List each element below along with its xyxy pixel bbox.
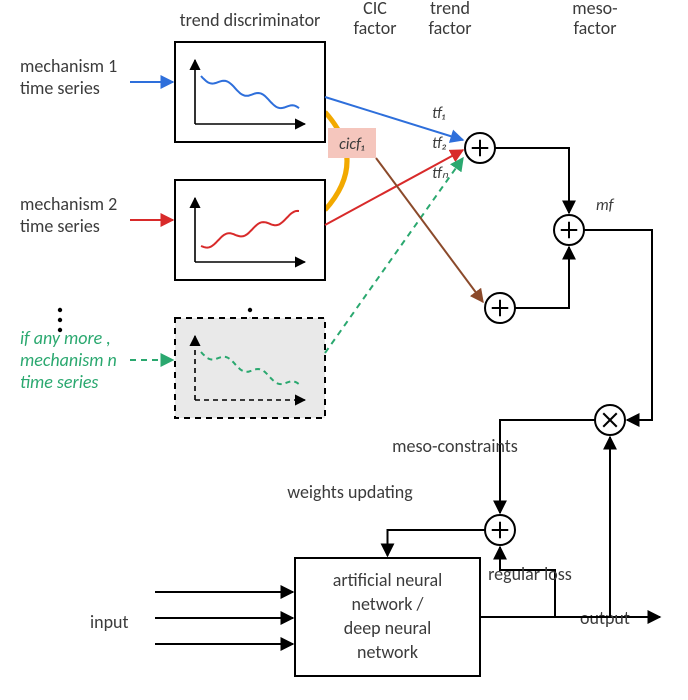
trend-discriminator-box [175,318,325,418]
label: factor [574,17,617,39]
header-trend-disc: trend discriminator [180,9,321,31]
label-mech2: mechanism 2 [20,193,117,215]
label-mech1: mechanism 1 [20,55,117,77]
label-tf2: tf₂ [432,134,447,153]
label-weights: weights updating [287,481,413,503]
label: mechanism n [20,349,117,371]
trend-discriminator-box [175,42,325,142]
sum-mf [554,215,584,245]
label: factor [354,17,397,39]
sum-cic [485,293,515,323]
label: network / [351,593,424,615]
label: time series [20,215,100,237]
label-regular-loss: regular loss [488,563,572,585]
label-mf: mf [596,196,615,215]
label: time series [20,371,98,393]
trend-discriminator-box [175,180,325,280]
label-meso-constraints: meso-constraints [392,435,518,457]
label-cicf1: cicf₁ [339,135,365,154]
label: time series [20,77,100,99]
label: network [357,641,418,663]
sum-loss [485,515,515,545]
sum-tf [465,133,495,163]
label-tf1: tf₁ [432,104,446,123]
label: deep neural [344,617,431,639]
label: factor [429,17,472,39]
multiply [595,405,625,435]
label-mechn: if any more , [20,327,111,349]
nn-text: artificial neural [333,569,443,591]
label-input: input [90,611,129,633]
